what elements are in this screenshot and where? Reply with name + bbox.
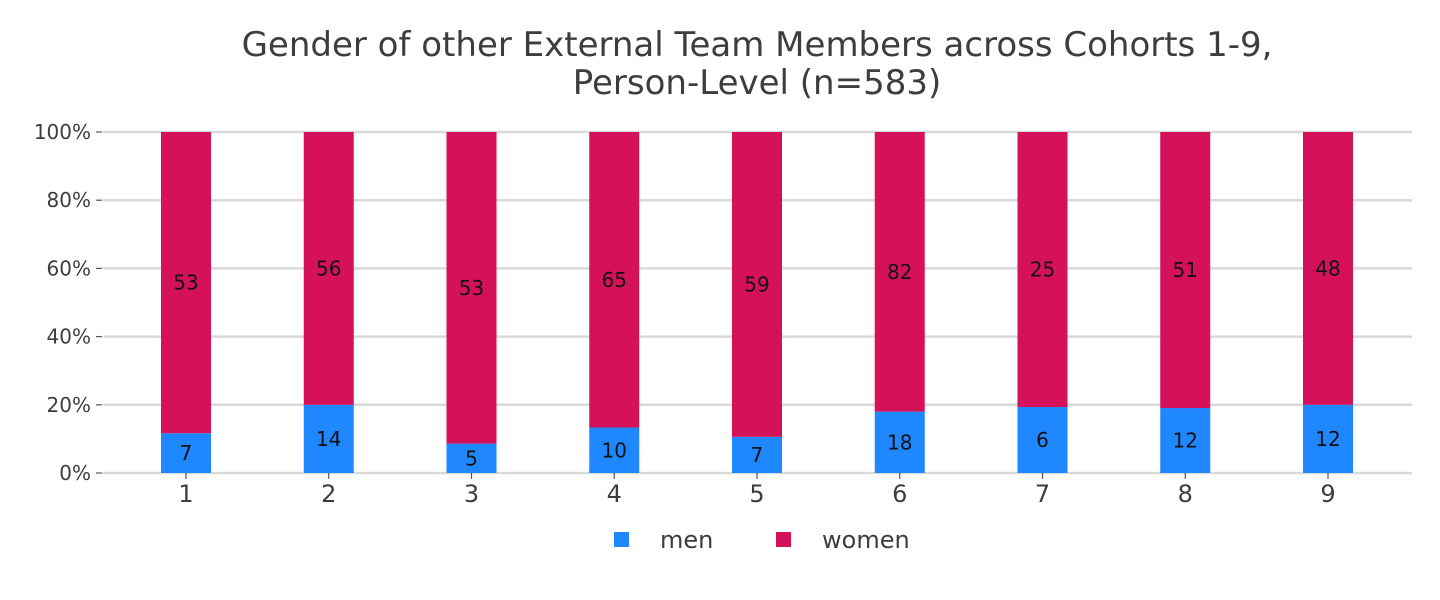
bar-label-women-cohort-8: 51: [1173, 258, 1198, 282]
bar-men-cohort-2: [303, 404, 354, 473]
y-tick-label: 80%: [47, 188, 91, 212]
bar-label-women-cohort-3: 53: [459, 276, 484, 300]
x-axis: 1 2 3 4 5 6 7 8 9: [178, 473, 1336, 508]
y-tick-label: 60%: [47, 256, 91, 280]
chart-title: Gender of other External Team Members ac…: [242, 25, 1273, 103]
x-tick-label-3: 3: [464, 480, 479, 508]
bar-label-men-cohort-4: 10: [602, 438, 627, 462]
bar-women-cohort-4: [589, 132, 640, 428]
bar-men-cohort-9: [1303, 404, 1353, 473]
legend-swatch-men: [614, 532, 629, 547]
bar-label-men-cohort-2: 14: [316, 427, 341, 451]
x-tick-label-4: 4: [607, 480, 622, 508]
bar-label-men-cohort-1: 7: [180, 441, 193, 465]
chart-title-line-2: Person-Level (n=583): [573, 63, 942, 103]
bar-men-cohort-3: [446, 443, 497, 473]
bar-label-men-cohort-6: 18: [887, 430, 912, 454]
x-tick-label-8: 8: [1178, 480, 1193, 508]
bar-labels: 7 53 14 56 5 53 10 65 7 59 18 82 6 25 12 51 12 48: [173, 256, 1340, 470]
x-tick-label-5: 5: [749, 480, 764, 508]
bar-label-men-cohort-8: 12: [1173, 429, 1198, 453]
bar-label-men-cohort-5: 7: [751, 443, 764, 467]
bar-label-women-cohort-5: 59: [744, 272, 769, 296]
bar-men-cohort-4: [589, 427, 640, 473]
chart-title-line-1: Gender of other External Team Members ac…: [242, 25, 1273, 65]
legend-swatch-women: [776, 532, 791, 547]
x-tick-label-2: 2: [321, 480, 336, 508]
bars: [161, 132, 1353, 473]
x-tick-label-7: 7: [1035, 480, 1050, 508]
bar-label-men-cohort-9: 12: [1315, 427, 1340, 451]
bar-label-women-cohort-6: 82: [887, 260, 912, 284]
legend: men women: [614, 526, 910, 554]
bar-women-cohort-8: [1160, 132, 1211, 409]
bar-women-cohort-7: [1017, 132, 1068, 407]
bar-women-cohort-3: [446, 132, 497, 444]
bar-women-cohort-2: [303, 132, 354, 405]
bar-label-women-cohort-1: 53: [173, 271, 198, 295]
y-tick-label: 100%: [34, 120, 91, 144]
bar-label-men-cohort-7: 6: [1036, 428, 1049, 452]
bar-label-men-cohort-3: 5: [465, 446, 478, 470]
y-tick-label: 40%: [47, 325, 91, 349]
bar-men-cohort-5: [732, 436, 782, 473]
x-tick-label-1: 1: [178, 480, 193, 508]
bar-men-cohort-1: [161, 433, 211, 473]
bar-label-women-cohort-7: 25: [1030, 258, 1055, 282]
bar-men-cohort-6: [874, 411, 925, 473]
bar-women-cohort-9: [1303, 132, 1353, 405]
y-tick-label: 0%: [59, 461, 91, 485]
bar-women-cohort-6: [874, 132, 925, 412]
bar-label-women-cohort-4: 65: [602, 268, 627, 292]
legend-label-women: women: [822, 526, 910, 554]
bar-women-cohort-5: [732, 132, 782, 437]
bar-label-women-cohort-2: 56: [316, 256, 341, 280]
bar-label-women-cohort-9: 48: [1315, 256, 1340, 280]
bar-women-cohort-1: [161, 132, 211, 434]
bar-men-cohort-8: [1160, 408, 1211, 473]
y-tick-label: 20%: [47, 393, 91, 417]
x-tick-label-6: 6: [892, 480, 907, 508]
bar-men-cohort-7: [1017, 407, 1068, 473]
x-tick-label-9: 9: [1320, 480, 1335, 508]
legend-label-men: men: [660, 526, 713, 554]
y-axis: 0% 20% 40% 60% 80% 100%: [34, 120, 102, 485]
